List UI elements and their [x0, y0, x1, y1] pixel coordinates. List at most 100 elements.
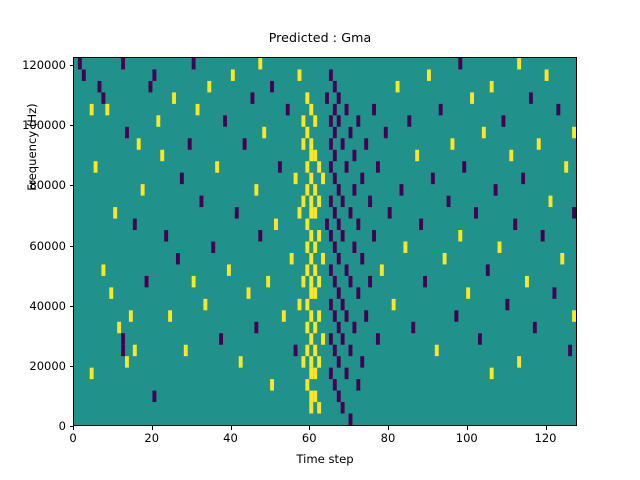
heatmap-cell: [317, 310, 322, 322]
heatmap-cell: [332, 103, 337, 116]
heatmap-cell: [348, 344, 353, 357]
heatmap-cell: [332, 149, 337, 162]
heatmap-cell: [505, 298, 510, 311]
heatmap-cell: [368, 275, 373, 288]
heatmap-cell: [509, 149, 514, 162]
heatmap-cell: [489, 367, 494, 380]
heatmap-cell: [356, 218, 361, 231]
heatmap-cell: [328, 115, 333, 127]
heatmap-cell: [203, 298, 208, 311]
heatmap-cell: [328, 298, 333, 311]
heatmap-cell: [313, 390, 318, 403]
heatmap-cell: [164, 230, 169, 242]
heatmap-cell: [513, 218, 518, 231]
heatmap-cell: [387, 207, 392, 219]
heatmap-cell: [117, 321, 122, 334]
heatmap-cell: [372, 230, 376, 242]
heatmap-cell: [336, 252, 341, 265]
heatmap-cell: [572, 126, 576, 139]
heatmap-cell: [368, 195, 373, 208]
heatmap-cell: [281, 310, 286, 322]
y-tick-label: 100000: [22, 118, 66, 133]
heatmap-cell: [179, 172, 184, 185]
x-tick-mark: [388, 426, 389, 430]
heatmap-cell: [532, 321, 537, 334]
heatmap-cell: [375, 161, 380, 173]
heatmap-cell: [340, 402, 345, 414]
heatmap-cell: [528, 92, 533, 104]
y-tick-mark: [69, 426, 73, 427]
heatmap-cell: [215, 161, 220, 173]
heatmap-cell: [525, 275, 529, 288]
heatmap-cell: [552, 287, 557, 299]
heatmap-cell: [301, 275, 306, 288]
heatmap-cell: [121, 333, 125, 345]
y-tick-label: 40000: [29, 298, 66, 313]
heatmap-cell: [313, 367, 318, 380]
heatmap-cell: [544, 69, 549, 81]
heatmap-cell: [191, 275, 196, 288]
y-tick-mark: [69, 125, 73, 127]
y-tick-mark: [69, 305, 73, 307]
heatmap-cell: [317, 402, 322, 414]
heatmap-cell: [470, 92, 475, 104]
heatmap-cell: [348, 275, 353, 288]
heatmap-cell: [309, 402, 314, 414]
heatmap-cell: [293, 344, 298, 357]
heatmap-cell: [313, 149, 318, 162]
heatmap-cell: [124, 356, 129, 368]
heatmap-cell: [242, 138, 247, 150]
heatmap-cell: [317, 356, 322, 368]
heatmap-cell: [564, 161, 569, 173]
x-tick-label: 100: [455, 431, 478, 445]
heatmap-cell: [458, 230, 463, 242]
y-tick-mark: [69, 65, 73, 67]
heatmap-cell: [434, 344, 439, 357]
heatmap-cell: [344, 367, 349, 380]
heatmap-cell: [313, 207, 318, 219]
heatmap-cell: [101, 264, 106, 276]
heatmap-cell: [375, 333, 380, 345]
heatmap-cell: [438, 103, 443, 116]
heatmap-cell: [317, 275, 322, 288]
heatmap-cell: [572, 310, 576, 322]
heatmap-cell: [560, 252, 565, 265]
heatmap-cell: [403, 241, 408, 253]
heatmap-cell: [211, 241, 216, 253]
heatmap-cell: [356, 287, 361, 299]
heatmap-cell: [258, 230, 263, 242]
heatmap-cell: [77, 58, 82, 70]
heatmap-cell: [332, 241, 337, 253]
heatmap-cell: [332, 310, 337, 322]
x-tick-mark: [73, 426, 74, 430]
heatmap-cell: [305, 379, 310, 391]
heatmap-cell: [344, 310, 349, 322]
heatmap-cell: [348, 126, 353, 139]
heatmap-cell: [458, 58, 463, 70]
y-tick-label: 20000: [29, 358, 66, 373]
heatmap-cell: [340, 138, 345, 150]
heatmap-cell: [309, 287, 314, 299]
heatmap-cell: [148, 80, 153, 93]
heatmap-cell: [517, 58, 522, 70]
heatmap-cell: [238, 356, 243, 368]
heatmap-cell: [309, 230, 314, 242]
heatmap-cell: [489, 80, 494, 93]
heatmap-cell: [152, 390, 157, 403]
heatmap-cell: [301, 195, 306, 208]
heatmap-cell: [305, 241, 310, 253]
heatmap-cell: [226, 264, 231, 276]
heatmap-cell: [501, 115, 506, 127]
heatmap-cell: [356, 379, 361, 391]
y-tick-label: 80000: [29, 178, 66, 193]
heatmap-cell: [156, 115, 161, 127]
heatmap-cell: [336, 356, 341, 368]
heatmap-cell: [336, 218, 341, 231]
heatmap-cell: [207, 80, 212, 93]
y-tick-mark: [69, 245, 73, 247]
heatmap-cell: [97, 80, 102, 93]
heatmap-cell: [521, 172, 526, 185]
heatmap-cell: [360, 356, 365, 368]
x-tick-mark: [545, 426, 547, 430]
